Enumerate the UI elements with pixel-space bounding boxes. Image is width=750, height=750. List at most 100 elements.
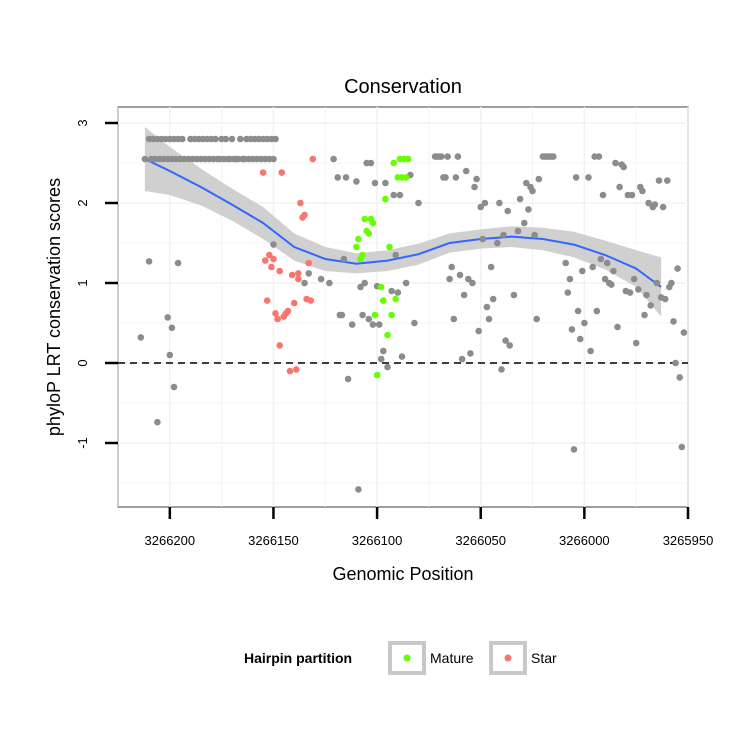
data-point-other [396,191,404,199]
data-point-mature [377,283,385,291]
data-point-other [510,291,518,299]
data-point-other [676,374,683,381]
data-point-other [179,135,186,143]
data-point-mature [371,311,379,319]
data-point-other [647,302,654,309]
data-point-star [263,297,271,304]
data-point-other [342,174,350,181]
data-point-other [444,153,451,160]
data-point-other [674,265,681,272]
data-point-other [174,259,182,267]
data-point-other [514,227,522,235]
data-point-mature [355,235,362,243]
y-tick-label: 2 [75,199,90,206]
data-point-star [309,155,317,163]
data-point-star [274,315,281,323]
data-point-mature [369,219,377,227]
data-point-other [137,334,145,341]
data-point-other [382,179,389,187]
data-point-other [639,187,646,195]
data-point-other [516,195,524,203]
x-axis-label: Genomic Position [332,564,473,584]
data-point-mature [384,331,391,339]
smooth-line [144,158,662,288]
data-point-other [616,183,623,191]
data-point-other [498,366,505,373]
data-point-star [276,267,284,275]
data-point-other [222,135,230,143]
data-point-other [570,446,578,453]
data-point-other [535,175,543,183]
data-point-other [388,287,395,295]
data-point-other [581,319,588,327]
data-point-other [460,291,468,299]
legend-label-star: Star [531,650,557,666]
data-point-other [154,418,161,426]
data-point-other [270,241,277,248]
data-point-other [531,231,538,239]
data-point-other [599,191,607,199]
data-point-other [212,135,219,143]
data-point-other [438,153,445,160]
data-point-other [344,375,352,383]
data-point-other [653,279,661,287]
data-point-other [465,275,472,283]
data-point-other [270,155,277,163]
data-point-other [375,321,383,328]
data-point-other [668,279,675,287]
data-point-star [295,270,302,277]
data-point-other [305,270,313,277]
x-tick-label: 3266050 [455,533,506,548]
x-tick-label: 3265950 [663,533,714,548]
data-point-other [506,342,513,349]
data-point-star [268,263,275,271]
y-tick-label: 0 [75,359,90,366]
data-point-other [678,443,686,451]
x-axis: 3266200 3266150 3266100 3266050 3266000 32659… [145,507,714,548]
data-point-other [574,307,582,315]
data-point-other [487,263,495,271]
data-point-other [630,275,638,283]
data-point-other [462,167,470,175]
data-point-other [448,263,456,271]
legend-title: Hairpin partition [244,650,352,666]
data-point-other [361,279,369,287]
data-point-other [392,251,400,259]
data-point-other [301,279,308,287]
data-point-star [295,275,302,283]
data-point-star [288,271,296,279]
data-point-other [452,174,460,181]
data-point-other [377,355,385,363]
data-point-other [585,174,592,181]
data-point-other [357,283,364,291]
series-star [259,155,317,375]
data-point-star [297,199,304,207]
data-point-mature [380,297,387,304]
data-point-other [442,174,449,181]
data-point-other [483,303,491,311]
data-point-star [270,255,277,263]
data-point-star [301,211,308,219]
data-point-star [305,259,313,267]
x-tick-label: 3266200 [145,533,196,548]
data-point-star [293,366,300,373]
series-other [137,135,688,493]
data-point-star [272,310,279,317]
data-point-other [380,347,387,355]
data-point-other [168,324,176,332]
data-point-star [261,257,269,264]
data-point-other [670,318,677,325]
data-point-other [672,359,679,367]
data-point-star [259,169,267,176]
data-point-other [170,383,178,391]
data-point-mature [386,243,393,251]
y-tick-label: 3 [75,119,90,126]
data-point-other [371,179,379,187]
y-axis-label: phyloP LRT conservation scores [44,178,64,436]
data-point-other [166,351,174,359]
confidence-band [144,127,662,317]
data-point-other [632,339,640,347]
data-point-other [384,363,391,371]
data-point-other [655,177,663,184]
data-point-other [456,271,464,279]
